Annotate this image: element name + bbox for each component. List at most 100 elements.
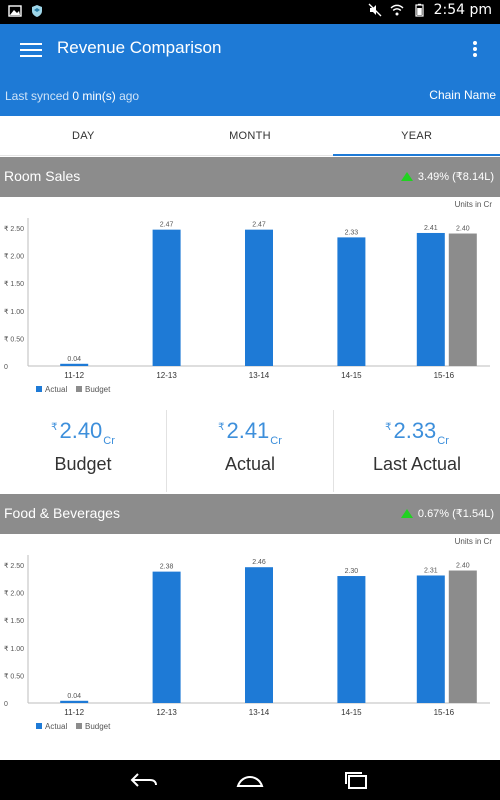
trend-up-icon [400, 172, 413, 181]
y-tick-label: ₹ 1.00 [4, 645, 24, 653]
tab-month[interactable]: MONTH [229, 130, 271, 142]
shield-icon [32, 5, 42, 17]
data-label: 2.38 [160, 564, 174, 571]
bar-actual [245, 567, 273, 703]
kpi-actual: ₹2.41Cr Actual [166, 410, 333, 492]
data-label: 2.40 [456, 563, 470, 570]
section-title: Food & Beverages [4, 505, 120, 521]
kpi-label: Last Actual [372, 454, 462, 474]
last-synced-text: Last synced 0 min(s) ago [5, 89, 140, 103]
x-tick-label: 15-16 [434, 708, 455, 717]
data-label: 2.47 [160, 222, 174, 229]
legend-swatch-budget [76, 386, 82, 392]
tab-year[interactable]: YEAR [333, 116, 500, 156]
change-value: 3.49% (₹8.14L) [417, 171, 494, 183]
y-tick-label: ₹ 2.00 [4, 253, 24, 261]
change-indicator: 0.67% (₹1.54L) [400, 507, 494, 520]
x-tick-label: 11-12 [64, 371, 84, 380]
x-tick-label: 14-15 [341, 371, 362, 380]
battery-icon [414, 3, 424, 17]
kpi-row: ₹2.40Cr Budget ₹2.41Cr Actual ₹2.33Cr La… [0, 410, 500, 492]
legend-swatch-actual [36, 723, 42, 729]
bar-budget [448, 233, 477, 366]
food-beverages-chart-svg: ₹ 2.50 ₹ 2.00 ₹ 1.50 ₹ 1.00 ₹ 0.50 0 0.04 11-12… [4, 555, 490, 731]
x-tick-label: 11-12 [64, 708, 84, 717]
y-tick-label: ₹ 0.50 [4, 672, 24, 680]
units-label: Units in Cr [454, 200, 492, 209]
bar-budget [448, 570, 477, 703]
recents-icon[interactable] [340, 769, 372, 791]
data-label: 2.30 [345, 568, 359, 575]
legend-swatch-budget [76, 723, 82, 729]
y-tick-label: ₹ 2.50 [4, 562, 24, 570]
data-label: 0.04 [67, 356, 81, 363]
x-tick-label: 13-14 [249, 708, 270, 717]
x-tick-label: 12-13 [156, 708, 177, 717]
more-vert-icon[interactable] [468, 39, 482, 63]
status-bar: 2:54 pm [0, 0, 500, 24]
data-label: 2.33 [345, 229, 359, 236]
y-tick-label: ₹ 1.50 [4, 280, 24, 288]
legend-label: Budget [85, 722, 111, 731]
section-title: Room Sales [4, 168, 81, 184]
change-indicator: 3.49% (₹8.14L) [400, 170, 494, 183]
legend-label: Budget [85, 385, 111, 394]
kpi-label: Actual [224, 454, 276, 474]
y-tick-label: ₹ 0.50 [4, 335, 24, 343]
y-tick-label: 0 [4, 364, 8, 371]
sync-bar: Last synced 0 min(s) ago Chain Name [0, 80, 500, 116]
legend-swatch-actual [36, 386, 42, 392]
section-header-room-sales[interactable]: Room Sales 3.49% (₹8.14L) [0, 157, 500, 197]
x-tick-label: 13-14 [249, 371, 270, 380]
back-icon[interactable] [128, 769, 160, 791]
system-nav-bar [0, 760, 500, 800]
bar-actual [416, 232, 445, 366]
y-tick-label: ₹ 2.50 [4, 225, 24, 233]
bar-actual [245, 229, 273, 366]
y-tick-label: ₹ 2.00 [4, 590, 24, 598]
data-label: 2.31 [424, 567, 438, 574]
legend-label: Actual [45, 385, 67, 394]
change-value: 0.67% (₹1.54L) [417, 508, 494, 520]
room-sales-chart-svg: ₹ 2.50 ₹ 2.00 ₹ 1.50 ₹ 1.00 ₹ 0.50 0 0.04 11-12… [4, 218, 490, 394]
trend-up-icon [400, 509, 413, 518]
bar-actual [337, 237, 366, 366]
kpi-value: ₹2.33Cr [385, 418, 449, 447]
home-icon[interactable] [234, 769, 266, 791]
data-label: 0.04 [67, 693, 81, 700]
data-label: 2.41 [424, 225, 438, 232]
y-tick-label: ₹ 1.50 [4, 617, 24, 625]
status-time: 2:54 pm [433, 2, 492, 18]
kpi-value: ₹2.41Cr [218, 418, 282, 447]
app-bar: Revenue Comparison [0, 24, 500, 80]
data-label: 2.46 [252, 559, 266, 566]
bar-actual [60, 700, 89, 703]
image-icon [8, 5, 22, 17]
wifi-icon [390, 4, 404, 16]
kpi-budget: ₹2.40Cr Budget [0, 410, 166, 492]
x-tick-label: 14-15 [341, 708, 362, 717]
section-header-food-beverages[interactable]: Food & Beverages 0.67% (₹1.54L) [0, 494, 500, 534]
kpi-label: Budget [54, 454, 112, 474]
room-sales-chart: ₹ 2.50 ₹ 2.00 ₹ 1.50 ₹ 1.00 ₹ 0.50 0 0.04 11-12… [0, 210, 500, 400]
bar-actual [60, 363, 89, 366]
data-label: 2.47 [252, 222, 266, 229]
bar-actual [152, 229, 181, 366]
data-label: 2.40 [456, 226, 470, 233]
x-tick-label: 12-13 [156, 371, 177, 380]
bar-actual [337, 576, 366, 703]
hamburger-icon[interactable] [20, 40, 42, 62]
kpi-last-actual: ₹2.33Cr Last Actual [333, 410, 500, 492]
mute-icon [368, 3, 382, 17]
kpi-value: ₹2.40Cr [51, 418, 115, 447]
chain-name-selector[interactable]: Chain Name [429, 88, 496, 102]
tab-day[interactable]: DAY [71, 130, 95, 142]
last-synced-value: 0 min(s) [72, 89, 116, 103]
bar-actual [152, 571, 181, 703]
page-title: Revenue Comparison [57, 38, 222, 57]
x-tick-label: 15-16 [434, 371, 455, 380]
food-beverages-chart: ₹ 2.50 ₹ 2.00 ₹ 1.50 ₹ 1.00 ₹ 0.50 0 0.04 11-12… [0, 547, 500, 737]
bar-actual [416, 575, 445, 703]
y-tick-label: 0 [4, 701, 8, 708]
legend-label: Actual [45, 722, 67, 731]
